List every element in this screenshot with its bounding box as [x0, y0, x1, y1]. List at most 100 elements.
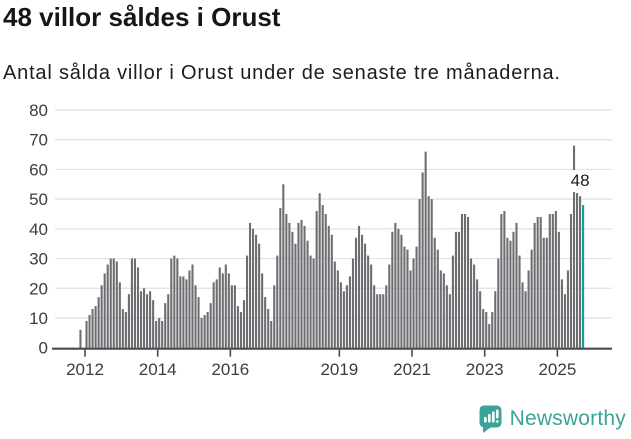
bar	[142, 288, 146, 348]
bar	[233, 285, 236, 348]
bar	[548, 213, 551, 348]
bar	[388, 264, 391, 348]
bar	[309, 255, 312, 348]
bar	[297, 222, 300, 348]
bar	[176, 258, 179, 348]
bar	[521, 282, 524, 348]
bar	[424, 151, 427, 348]
bar	[282, 184, 285, 348]
newsworthy-logo: Newsworthy	[478, 405, 626, 433]
bar	[418, 199, 421, 348]
bar	[306, 240, 309, 348]
bar	[227, 273, 230, 348]
bar	[527, 270, 530, 348]
bar	[215, 279, 218, 348]
bar	[97, 297, 100, 348]
bar	[373, 285, 376, 348]
bar	[194, 285, 197, 348]
bar	[252, 228, 255, 348]
bar	[421, 172, 424, 348]
bar	[427, 196, 430, 348]
bar	[515, 222, 518, 348]
bar	[342, 291, 345, 348]
bar	[300, 219, 303, 348]
bar	[327, 225, 330, 348]
bar	[146, 294, 149, 348]
bar	[248, 222, 252, 348]
bar	[258, 243, 261, 348]
bar	[264, 297, 267, 348]
bar	[130, 258, 133, 348]
bar	[554, 211, 557, 348]
x-axis-label: 2019	[320, 360, 358, 379]
bar	[267, 309, 270, 348]
bar	[303, 225, 306, 348]
bar	[470, 258, 473, 348]
bar	[173, 255, 176, 348]
latest-value-label: 48	[567, 170, 594, 192]
x-axis-label: 2023	[466, 360, 504, 379]
bar	[367, 255, 370, 348]
bar	[391, 231, 394, 348]
bar	[566, 270, 570, 348]
bar	[330, 234, 333, 348]
y-axis-label: 70	[29, 131, 48, 150]
bar	[488, 323, 491, 348]
bar	[512, 231, 515, 348]
bar	[448, 294, 451, 348]
bar	[139, 291, 143, 348]
bar	[530, 249, 533, 348]
bar	[545, 237, 548, 348]
bar	[518, 255, 521, 348]
bar	[197, 297, 200, 348]
bar	[557, 231, 560, 348]
bar	[239, 312, 242, 348]
bar	[463, 213, 467, 348]
bar	[79, 329, 82, 348]
bar	[442, 273, 445, 348]
x-axis-label: 2021	[393, 360, 431, 379]
bar	[536, 216, 539, 348]
bar	[439, 270, 442, 348]
bar	[276, 255, 279, 348]
bar	[539, 216, 542, 348]
bar	[542, 237, 545, 348]
bar	[100, 285, 103, 348]
x-axis-label: 2012	[66, 360, 104, 379]
newsworthy-logo-text: Newsworthy	[509, 407, 626, 430]
bar	[376, 294, 379, 348]
bar	[370, 264, 373, 348]
bar	[230, 285, 233, 348]
bar	[415, 246, 418, 348]
bar	[430, 199, 433, 348]
bar	[212, 282, 215, 348]
bar	[466, 216, 470, 348]
bar	[206, 312, 209, 348]
bar	[118, 282, 121, 348]
highlight-bar	[582, 205, 585, 348]
bar	[406, 249, 409, 348]
bar	[533, 222, 536, 348]
bar	[103, 273, 106, 348]
y-axis-label: 20	[29, 279, 48, 298]
bar	[345, 285, 348, 348]
x-axis-label: 2025	[538, 360, 576, 379]
bar	[270, 320, 273, 348]
bar	[473, 264, 476, 348]
bar	[133, 258, 137, 348]
bar	[200, 317, 203, 348]
bar	[209, 303, 212, 348]
bar	[261, 273, 264, 348]
y-axis-label: 0	[39, 339, 48, 358]
bar	[354, 237, 358, 348]
bar	[94, 306, 97, 348]
bar	[364, 243, 367, 348]
y-axis-label: 80	[29, 101, 48, 120]
bar	[315, 211, 318, 348]
bar	[245, 255, 249, 348]
bar	[91, 309, 94, 348]
newsworthy-logo-icon	[479, 405, 502, 433]
bar	[457, 231, 461, 348]
bar	[124, 312, 127, 348]
bar	[127, 294, 130, 348]
